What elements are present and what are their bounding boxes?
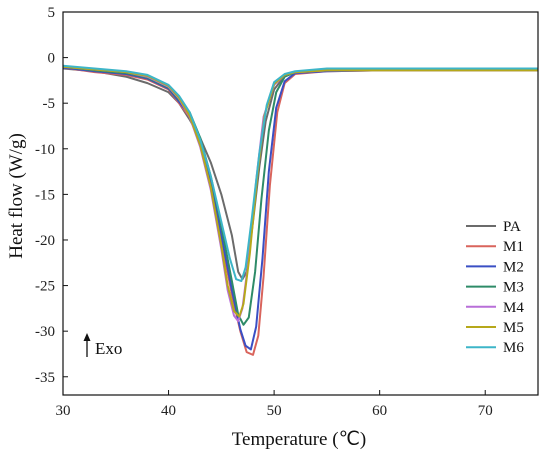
y-tick-label: 0	[48, 51, 56, 67]
legend-label-m2: M2	[503, 259, 524, 275]
series-lines	[63, 64, 538, 356]
x-tick-label: 50	[267, 403, 282, 419]
series-line-m5	[63, 65, 538, 318]
y-tick-label: -10	[35, 142, 55, 158]
y-axis-label: Heat flow (W/g)	[6, 133, 27, 259]
legend-label-m1: M1	[503, 239, 524, 255]
y-tick-label: -15	[35, 187, 55, 203]
axes	[62, 11, 539, 396]
x-tick-label: 70	[478, 403, 493, 419]
y-tick-label: -35	[35, 370, 55, 386]
legend-label-m3: M3	[503, 280, 524, 296]
exo-label: Exo	[95, 339, 122, 358]
y-tick-label: -30	[35, 324, 55, 340]
exo-arrowhead-icon	[83, 333, 91, 341]
y-tick-label: -5	[43, 96, 56, 112]
legend-label-m5: M5	[503, 320, 524, 336]
series-line-m4	[63, 65, 538, 323]
y-tick-label: -20	[35, 233, 55, 249]
legend: PA M1 M2 M3 M4 M5 M6	[466, 219, 524, 356]
y-tick-label: -25	[35, 279, 55, 295]
x-tick-label: 60	[372, 403, 387, 419]
x-axis-label: Temperature (℃)	[232, 429, 366, 450]
legend-label-m6: M6	[503, 340, 524, 356]
x-tick-label: 40	[161, 403, 176, 419]
x-tick-label: 30	[56, 403, 71, 419]
y-tick-label: 5	[48, 5, 56, 21]
legend-label-pa: PA	[503, 219, 521, 235]
series-line-m1	[63, 66, 538, 356]
exo-annotation: Exo	[83, 333, 122, 358]
plot-frame	[62, 11, 539, 396]
series-line-pa	[63, 67, 538, 281]
legend-label-m4: M4	[503, 300, 524, 316]
series-line-m6	[63, 64, 538, 283]
